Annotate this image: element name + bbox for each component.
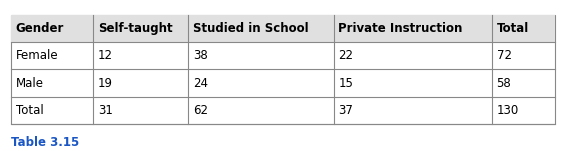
Text: Self-taught: Self-taught xyxy=(98,22,173,35)
Text: 72: 72 xyxy=(496,49,512,62)
Text: 12: 12 xyxy=(98,49,113,62)
Text: 38: 38 xyxy=(193,49,208,62)
Text: Total: Total xyxy=(16,104,43,117)
Text: Male: Male xyxy=(16,77,44,90)
Text: Total: Total xyxy=(496,22,529,35)
Text: 62: 62 xyxy=(193,104,208,117)
Text: Table 3.15: Table 3.15 xyxy=(11,136,80,149)
Text: 15: 15 xyxy=(338,77,353,90)
Text: 58: 58 xyxy=(496,77,512,90)
Text: 37: 37 xyxy=(338,104,353,117)
Text: 130: 130 xyxy=(496,104,519,117)
Text: 19: 19 xyxy=(98,77,113,90)
Text: Studied in School: Studied in School xyxy=(193,22,309,35)
Text: 22: 22 xyxy=(338,49,353,62)
Text: 31: 31 xyxy=(98,104,113,117)
Text: Gender: Gender xyxy=(16,22,64,35)
Text: 24: 24 xyxy=(193,77,208,90)
Text: Private Instruction: Private Instruction xyxy=(338,22,463,35)
Text: Female: Female xyxy=(16,49,58,62)
